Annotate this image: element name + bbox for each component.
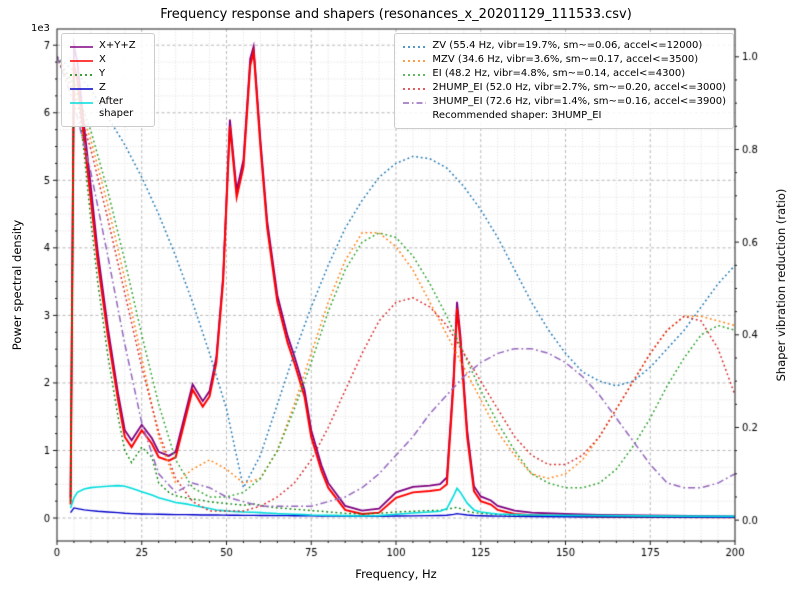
left-axis-multiplier: 1e3: [31, 23, 50, 34]
legend-sample-xyz-line: [70, 46, 93, 48]
legend-label: 3HUMP_EI (72.6 Hz, vibr=1.4%, sm~=0.16, …: [432, 96, 726, 107]
legend-sample-3hump-ei-line: [403, 102, 427, 104]
legend-entry-3hump-ei: 3HUMP_EI (72.6 Hz, vibr=1.4%, sm~=0.16, …: [402, 96, 726, 108]
legend-sample-zv-line: [403, 46, 427, 48]
legend-sample-z-line: [70, 88, 93, 90]
legend-entry-x: X: [69, 54, 147, 66]
legend-label: 2HUMP_EI (52.0 Hz, vibr=2.7%, sm~=0.20, …: [432, 82, 726, 93]
legend-entry-ei: EI (48.2 Hz, vibr=4.8%, sm~=0.14, accel<…: [402, 68, 726, 80]
legend-label: Z: [99, 82, 106, 93]
legend-entry-y: Y: [69, 68, 147, 80]
legend-label: MZV (34.6 Hz, vibr=3.6%, sm~=0.17, accel…: [432, 54, 699, 65]
legend-label: X+Y+Z: [99, 40, 136, 51]
legend-label: EI (48.2 Hz, vibr=4.8%, sm~=0.14, accel<…: [432, 68, 686, 79]
shapers-legend: ZV (55.4 Hz, vibr=19.7%, sm~=0.06, accel…: [394, 33, 734, 129]
y-axis-label-left: Power spectral density: [10, 219, 24, 351]
chart-title: Frequency response and shapers (resonanc…: [160, 7, 632, 22]
y-axis-label-right: Shaper vibration reduction (ratio): [774, 188, 788, 382]
legend-sample-ei-line: [403, 74, 427, 76]
legend-sample-y-line: [70, 74, 93, 76]
legend-sample-after-shaper-line: [70, 102, 93, 104]
legend-entry-mzv: MZV (34.6 Hz, vibr=3.6%, sm~=0.17, accel…: [402, 54, 726, 66]
legend-label: X: [99, 54, 106, 65]
legend-sample-x-line: [70, 60, 93, 62]
legend-entry-after-shaper: After shaper: [69, 96, 147, 120]
legend-label: After shaper: [99, 96, 134, 119]
legend-entry-2hump-ei: 2HUMP_EI (52.0 Hz, vibr=2.7%, sm~=0.20, …: [402, 82, 726, 94]
psd-legend: X+Y+Z X Y Z After shaper: [61, 33, 155, 127]
legend-entry-z: Z: [69, 82, 147, 94]
legend-label: Y: [99, 68, 106, 79]
legend-entry-xyz: X+Y+Z: [69, 40, 147, 52]
legend-entry-zv: ZV (55.4 Hz, vibr=19.7%, sm~=0.06, accel…: [402, 40, 726, 52]
legend-label: ZV (55.4 Hz, vibr=19.7%, sm~=0.06, accel…: [432, 40, 703, 51]
x-axis-label: Frequency, Hz: [355, 567, 437, 581]
legend-recommended-note: Recommended shaper: 3HUMP_EI: [402, 110, 726, 122]
legend-sample-2hump-ei-line: [403, 88, 427, 90]
legend-sample-mzv-line: [403, 60, 427, 62]
recommended-shaper-text: Recommended shaper: 3HUMP_EI: [432, 110, 602, 121]
